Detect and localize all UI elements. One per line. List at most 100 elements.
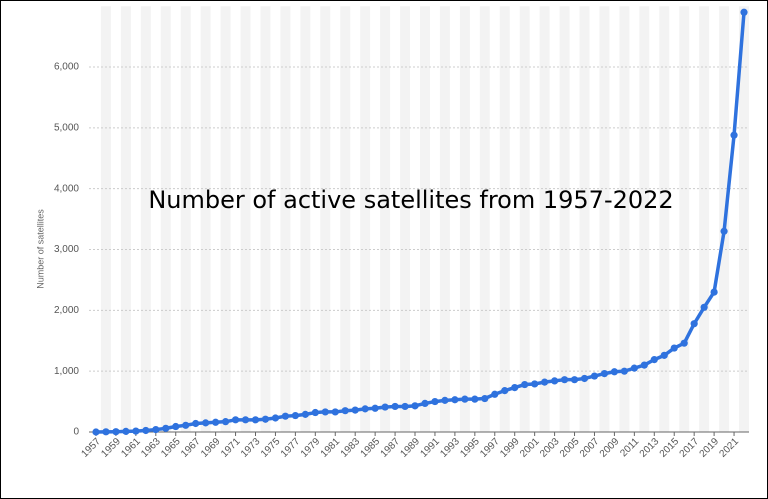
x-tick-label: 1965 — [159, 436, 183, 460]
band — [499, 6, 510, 432]
y-tick-label: 2,000 — [54, 305, 79, 316]
band — [679, 6, 690, 432]
band — [320, 6, 331, 432]
data-point — [501, 387, 509, 395]
x-tick-label: 1999 — [498, 436, 522, 460]
x-tick-label: 1967 — [179, 436, 203, 460]
x-tick-label: 2021 — [718, 436, 742, 460]
band — [699, 6, 710, 432]
data-point — [182, 421, 190, 429]
band — [140, 6, 151, 432]
band — [739, 6, 749, 432]
data-point — [720, 227, 728, 235]
data-point — [580, 374, 589, 383]
x-tick-label: 1957 — [79, 436, 103, 460]
data-point — [411, 402, 419, 410]
data-point — [680, 339, 688, 347]
data-point — [461, 395, 469, 403]
y-tick-label: 1,000 — [54, 366, 79, 377]
data-point — [630, 364, 638, 372]
band — [599, 6, 610, 432]
x-tick-label: 1997 — [478, 436, 502, 460]
x-tick-label: 1995 — [458, 436, 482, 460]
band — [300, 6, 311, 432]
data-point — [650, 356, 658, 364]
data-point — [590, 372, 599, 380]
data-point — [491, 390, 499, 398]
y-axis-label: Number of satellites — [35, 209, 45, 289]
x-tick-label: 1993 — [438, 436, 462, 460]
data-point — [271, 414, 280, 422]
data-point — [132, 427, 140, 435]
data-point — [471, 395, 479, 403]
data-point — [102, 428, 110, 436]
x-tick-label: 1961 — [119, 436, 143, 460]
data-point — [281, 412, 290, 420]
x-tick-label: 1979 — [299, 436, 323, 460]
data-point — [231, 416, 240, 424]
x-tick-label: 2013 — [638, 436, 662, 460]
data-point — [710, 288, 718, 296]
data-point — [142, 426, 150, 435]
band — [120, 6, 131, 432]
band — [619, 6, 630, 432]
band — [559, 6, 570, 432]
data-point — [371, 404, 379, 412]
y-tick-label: 3,000 — [54, 244, 79, 255]
y-tick-label: 0 — [73, 427, 79, 438]
data-point — [570, 376, 579, 384]
data-point — [541, 378, 549, 386]
data-point — [261, 415, 270, 423]
x-tick-label: 1969 — [199, 436, 223, 460]
data-point — [172, 422, 180, 431]
band — [479, 6, 490, 432]
data-point — [331, 408, 339, 416]
data-point — [122, 427, 130, 435]
x-tick-label: 1981 — [319, 436, 343, 460]
band — [100, 6, 111, 432]
data-point — [620, 367, 628, 375]
x-tick-label: 1983 — [339, 436, 363, 460]
band — [659, 6, 670, 432]
data-point — [92, 428, 100, 436]
data-point — [481, 394, 489, 403]
x-tick-label: 2015 — [658, 436, 682, 460]
band — [360, 6, 371, 432]
data-point — [341, 407, 349, 415]
data-point — [610, 368, 619, 376]
x-tick-label: 1985 — [359, 436, 383, 460]
data-point — [381, 403, 389, 411]
y-tick-label: 5,000 — [54, 122, 79, 133]
data-point — [221, 418, 230, 426]
data-point — [162, 424, 170, 432]
band — [160, 6, 171, 432]
data-point — [301, 410, 309, 418]
band — [519, 6, 530, 432]
band — [419, 6, 430, 432]
band — [639, 6, 650, 432]
data-point — [600, 370, 609, 378]
data-point — [241, 416, 250, 424]
data-point — [251, 416, 260, 424]
data-point — [690, 320, 698, 328]
data-point — [730, 131, 738, 139]
x-tick-label: 2003 — [538, 436, 562, 460]
data-point — [670, 344, 678, 352]
x-tick-label: 2017 — [678, 436, 702, 460]
data-point — [560, 376, 569, 384]
x-tick-label: 2009 — [598, 436, 622, 460]
data-point — [550, 377, 559, 385]
x-tick-label: 1959 — [99, 436, 123, 460]
data-point — [640, 361, 648, 369]
data-point — [361, 405, 369, 413]
data-point — [700, 303, 708, 311]
x-tick-label: 1973 — [239, 436, 263, 460]
band — [260, 6, 271, 432]
band — [380, 6, 391, 432]
data-point — [421, 399, 429, 408]
x-tick-label: 1977 — [279, 436, 303, 460]
data-point — [531, 380, 539, 388]
band — [280, 6, 291, 432]
x-tick-label: 1975 — [259, 436, 283, 460]
x-tick-label: 1971 — [219, 436, 243, 460]
